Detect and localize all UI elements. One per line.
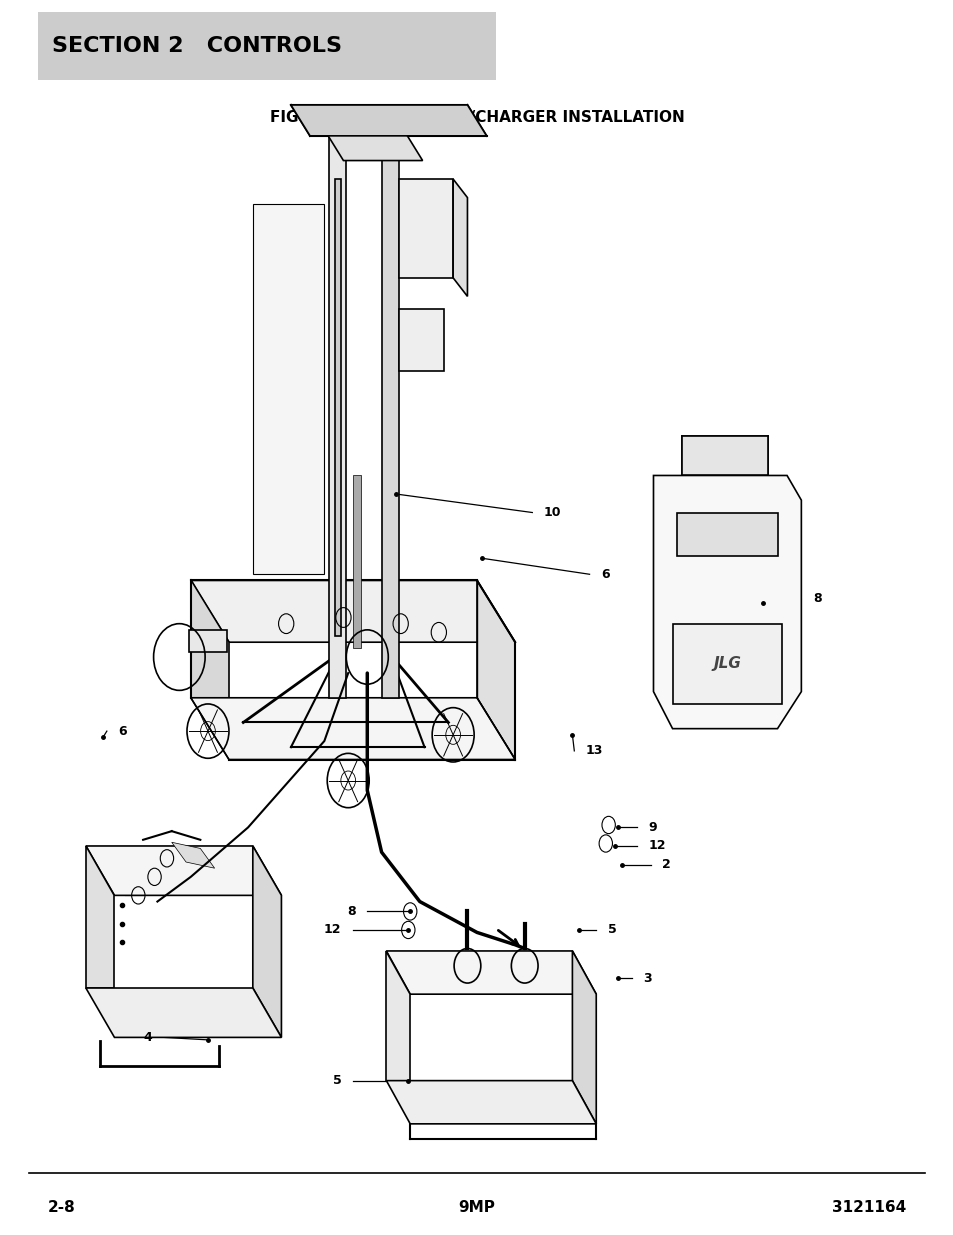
Polygon shape [86,846,114,988]
Bar [38,12,496,80]
Polygon shape [572,951,596,1124]
Polygon shape [329,130,346,698]
Polygon shape [386,951,596,994]
Polygon shape [672,624,781,704]
Text: 5: 5 [333,1074,341,1087]
Text: 12: 12 [648,840,665,852]
Text: 3: 3 [642,972,651,984]
Text: 8: 8 [812,593,821,605]
Polygon shape [191,580,229,698]
Text: 4: 4 [144,1031,152,1044]
Polygon shape [453,179,467,296]
Polygon shape [253,846,281,1037]
Polygon shape [398,309,443,370]
Text: 2: 2 [661,858,670,871]
Polygon shape [381,130,398,698]
Text: 8: 8 [347,905,355,918]
Polygon shape [398,179,453,278]
Text: 6: 6 [600,568,609,580]
Text: 9: 9 [648,821,657,834]
Polygon shape [324,130,422,161]
Polygon shape [476,580,515,760]
Polygon shape [386,1081,596,1124]
Polygon shape [677,513,777,556]
Polygon shape [653,475,801,729]
Text: FIGURE 2-3. BATTERIES/CHARGER INSTALLATION: FIGURE 2-3. BATTERIES/CHARGER INSTALLATI… [270,110,683,125]
Text: 5: 5 [607,924,616,936]
Polygon shape [253,204,324,574]
Polygon shape [386,951,410,1081]
Polygon shape [86,846,281,895]
Polygon shape [86,988,281,1037]
Polygon shape [189,630,227,652]
Polygon shape [191,698,515,760]
Polygon shape [191,580,515,642]
Text: JLG: JLG [713,656,741,671]
Text: 9MP: 9MP [458,1200,495,1215]
Text: 13: 13 [585,745,602,757]
Text: 6: 6 [118,725,127,737]
Polygon shape [335,179,340,636]
Text: 12: 12 [324,924,341,936]
Text: SECTION 2   CONTROLS: SECTION 2 CONTROLS [52,36,342,57]
Polygon shape [681,436,767,475]
Text: 2-8: 2-8 [48,1200,75,1215]
Polygon shape [353,475,360,648]
Text: 10: 10 [543,506,560,519]
Text: 3121164: 3121164 [831,1200,905,1215]
Polygon shape [172,842,214,868]
Polygon shape [291,105,486,136]
